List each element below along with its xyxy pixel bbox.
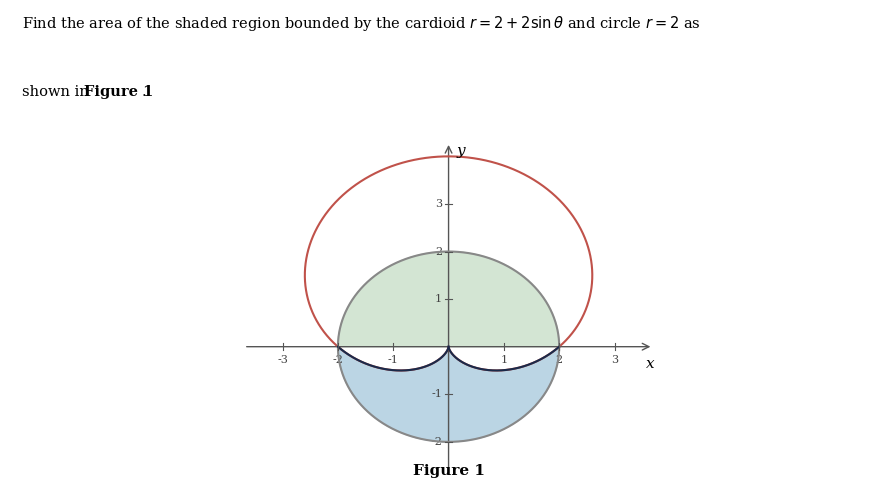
Text: Figure 1: Figure 1 xyxy=(84,85,154,99)
Text: 2: 2 xyxy=(556,355,563,365)
Polygon shape xyxy=(338,251,559,347)
Text: Find the area of the shaded region bounded by the cardioid $r=2+2\sin\theta$ and: Find the area of the shaded region bound… xyxy=(22,14,700,33)
Text: -2: -2 xyxy=(333,355,343,365)
Text: 2: 2 xyxy=(435,246,442,257)
Text: -1: -1 xyxy=(431,389,442,399)
Polygon shape xyxy=(449,347,559,442)
Text: 1: 1 xyxy=(500,355,508,365)
Text: 3: 3 xyxy=(435,199,442,209)
Text: x: x xyxy=(646,357,655,371)
Text: Figure 1: Figure 1 xyxy=(413,464,484,478)
Text: y: y xyxy=(457,145,465,158)
Text: -3: -3 xyxy=(277,355,288,365)
Text: -1: -1 xyxy=(388,355,399,365)
Text: 1: 1 xyxy=(435,294,442,304)
Polygon shape xyxy=(338,347,449,442)
Text: shown in: shown in xyxy=(22,85,93,99)
Text: -2: -2 xyxy=(431,437,442,447)
Text: 3: 3 xyxy=(611,355,618,365)
Text: .: . xyxy=(142,85,146,99)
